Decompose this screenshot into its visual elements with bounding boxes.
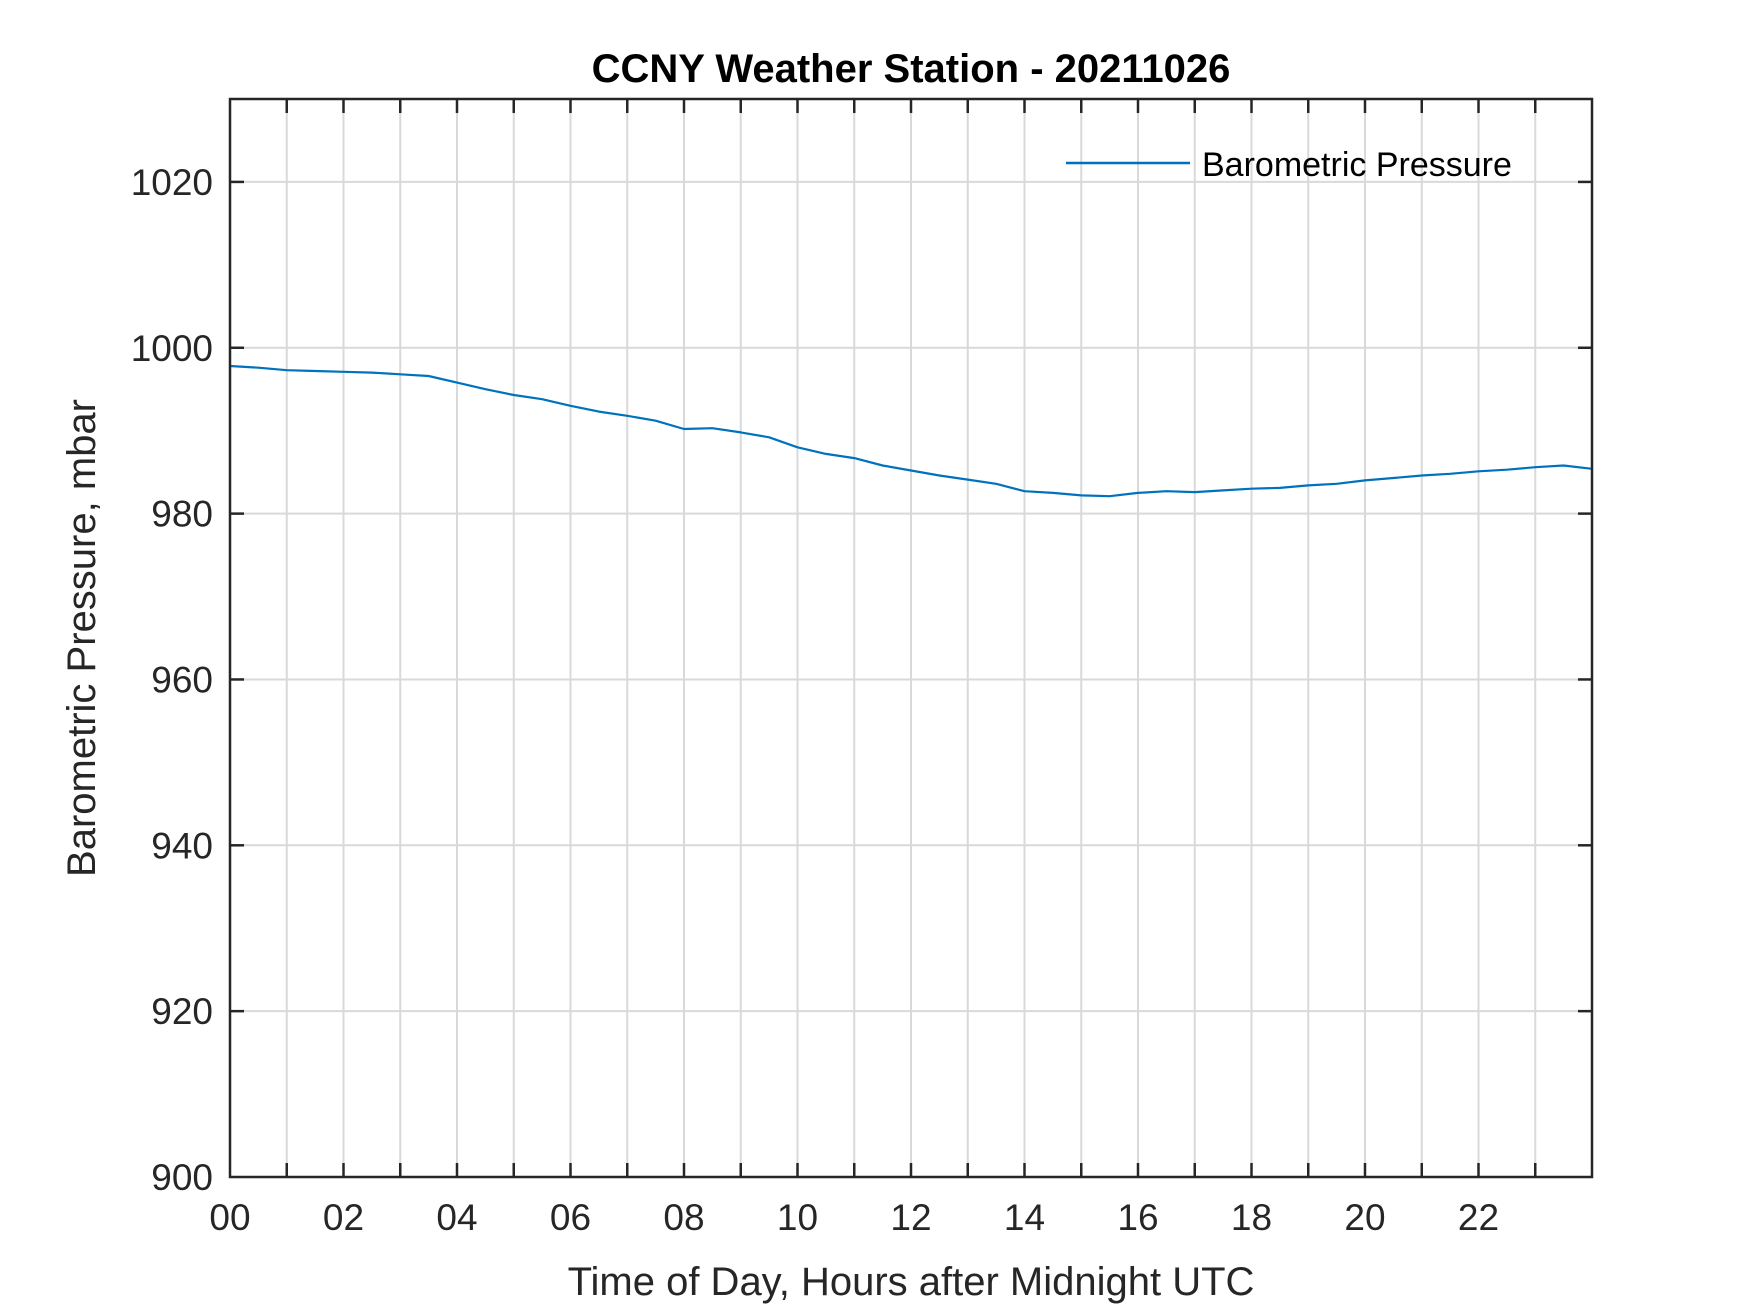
x-tick-label: 14	[1004, 1197, 1045, 1238]
x-tick-label: 02	[323, 1197, 364, 1238]
y-tick-label: 1020	[131, 162, 213, 203]
x-tick-label: 10	[777, 1197, 818, 1238]
grid	[230, 99, 1592, 1177]
x-tick-label: 20	[1344, 1197, 1385, 1238]
x-tick-label: 22	[1458, 1197, 1499, 1238]
x-tick-label: 04	[436, 1197, 477, 1238]
y-tick-label: 920	[151, 991, 213, 1032]
x-tick-label: 16	[1117, 1197, 1158, 1238]
x-tick-label: 08	[663, 1197, 704, 1238]
y-tick-label: 960	[151, 659, 213, 700]
x-tick-label: 00	[209, 1197, 250, 1238]
x-axis-label: Time of Day, Hours after Midnight UTC	[568, 1260, 1255, 1304]
series-layer	[229, 364, 1593, 498]
y-tick-label: 980	[151, 494, 213, 535]
chart-title: CCNY Weather Station - 20211026	[592, 47, 1231, 91]
y-tick-label: 940	[151, 825, 213, 866]
legend: Barometric Pressure	[1066, 146, 1512, 184]
y-tick-label: 1000	[131, 328, 213, 369]
legend-label: Barometric Pressure	[1202, 146, 1512, 184]
x-tick-label: 06	[550, 1197, 591, 1238]
series-line	[229, 364, 1593, 498]
x-tick-label: 12	[890, 1197, 931, 1238]
x-tick-label: 18	[1231, 1197, 1272, 1238]
tick-labels: 00 02 04 06 08 10 12 14 16 18 20 22 900 920 940 960 980 1…	[131, 162, 1499, 1238]
plot-frame	[228, 97, 1594, 1179]
ticks	[230, 99, 1592, 1177]
y-axis-label: Barometric Pressure, mbar	[60, 399, 104, 877]
y-tick-label: 900	[151, 1157, 213, 1198]
